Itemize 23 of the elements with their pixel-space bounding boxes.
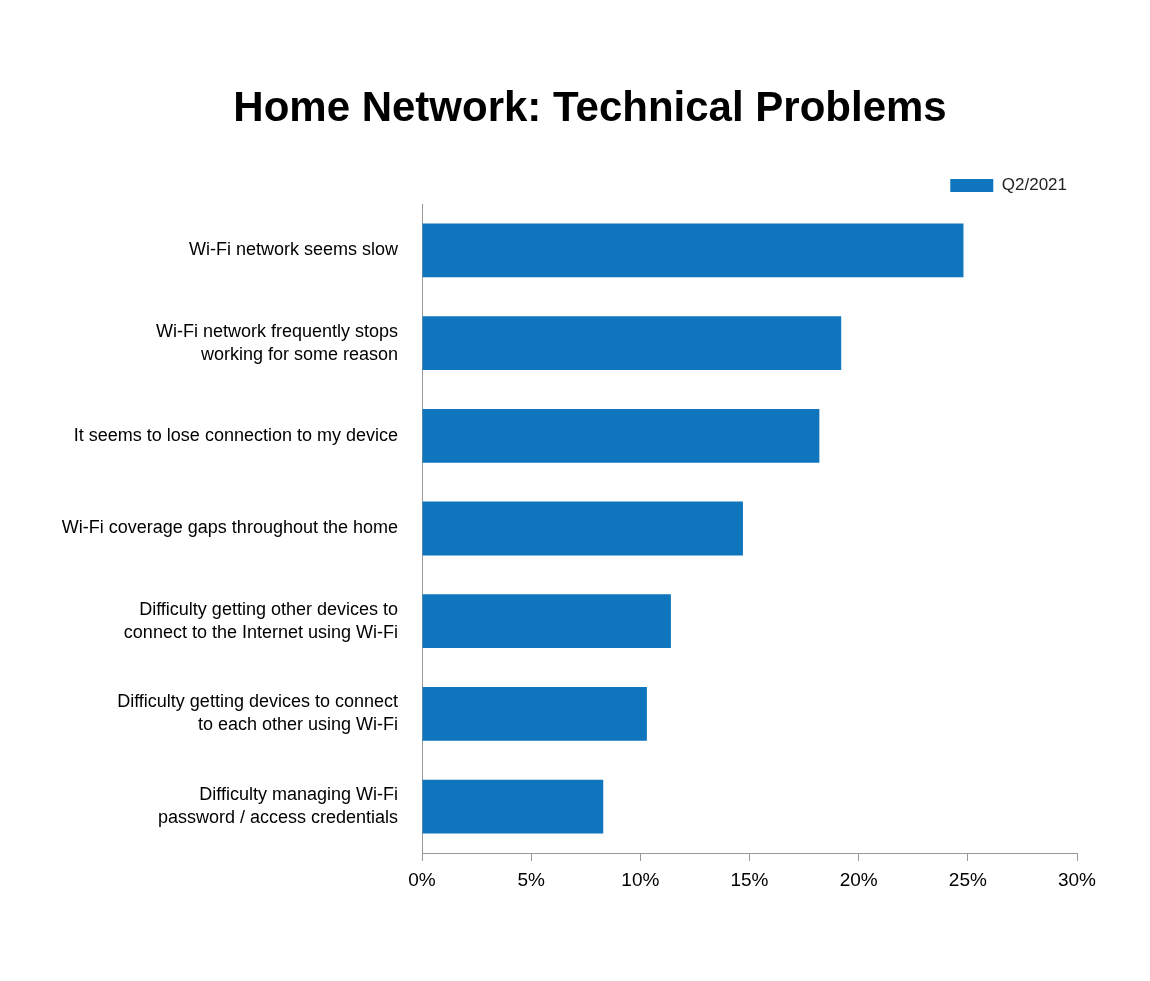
bar bbox=[422, 594, 671, 649]
x-tick-label: 15% bbox=[730, 868, 769, 890]
x-tick-label: 0% bbox=[408, 868, 436, 890]
chart-title: Home Network: Technical Problems bbox=[232, 83, 948, 131]
x-tick-label: 30% bbox=[1057, 868, 1097, 890]
bar bbox=[422, 779, 604, 834]
y-tick-label: It seems to lose connection to my device bbox=[73, 424, 398, 445]
bar bbox=[422, 408, 820, 463]
x-tick-label: 20% bbox=[839, 868, 878, 890]
x-tick-label: 10% bbox=[621, 868, 660, 890]
y-tick-label: Wi-Fi network seems slow bbox=[188, 239, 399, 260]
y-tick-label: Wi-Fi coverage gaps throughout the home bbox=[61, 517, 398, 538]
y-tick-label: Difficulty getting devices to connect to each other using Wi-Fi bbox=[117, 691, 398, 735]
bar bbox=[422, 687, 647, 741]
bar bbox=[422, 316, 842, 370]
y-tick-label: Difficulty managing Wi-Fi password / access credentials bbox=[157, 784, 398, 828]
legend-label: Q2/2021 bbox=[1001, 175, 1068, 195]
y-tick-label: Wi-Fi network frequently stops working for some reason bbox=[155, 320, 398, 364]
bar bbox=[422, 223, 964, 278]
y-tick-label: Difficulty getting other devices to connect to the Internet using Wi-Fi bbox=[123, 598, 398, 642]
bar bbox=[422, 501, 743, 556]
x-tick-label: 5% bbox=[517, 868, 545, 890]
x-tick-label: 25% bbox=[948, 868, 987, 890]
